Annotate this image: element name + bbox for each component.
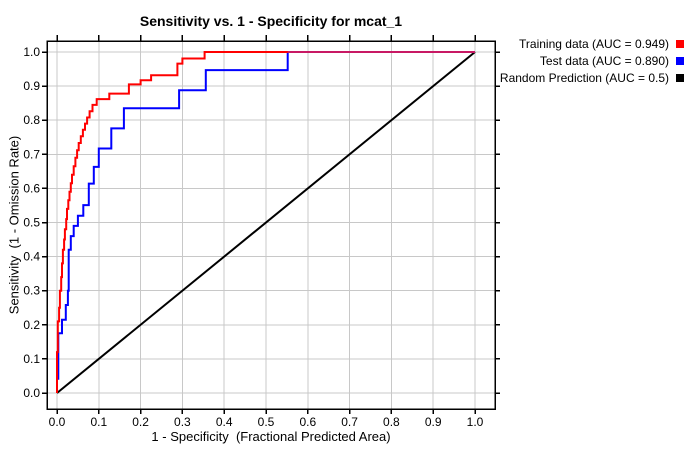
y-tick-label: 0.3 <box>23 284 40 298</box>
test-curve <box>56 51 475 393</box>
x-tick-label: 1.0 <box>467 415 484 429</box>
training-curve <box>56 51 475 393</box>
y-tick-label: 0.4 <box>23 250 40 264</box>
legend-item-training: Training data (AUC = 0.949) <box>500 35 684 52</box>
chart-title: Sensitivity vs. 1 - Specificity for mcat… <box>139 13 403 29</box>
x-tick-label: 0.0 <box>49 415 66 429</box>
legend-label: Test data (AUC = 0.890) <box>539 53 669 68</box>
y-tick-label: 1.0 <box>23 45 40 59</box>
legend-swatch <box>676 73 684 82</box>
y-tick-label: 0.7 <box>23 147 40 161</box>
y-axis-title: Sensitivity (1 - Omission Rate) <box>6 135 22 315</box>
legend-swatch <box>676 56 684 65</box>
x-tick-label: 0.5 <box>258 415 275 429</box>
plot-frame <box>46 40 496 410</box>
legend-label: Random Prediction (AUC = 0.5) <box>499 70 669 85</box>
y-tick-label: 0.9 <box>23 79 40 93</box>
y-tick-label: 0.0 <box>23 386 40 400</box>
random-curve <box>56 51 476 394</box>
y-tick-label: 0.8 <box>23 113 40 127</box>
x-tick-label: 0.1 <box>90 415 107 429</box>
y-tick-label: 0.5 <box>23 216 40 230</box>
legend: Training data (AUC = 0.949) Test data (AU… <box>500 35 684 86</box>
x-tick-label: 0.3 <box>174 415 191 429</box>
x-axis-title: 1 - Specificity (Fractional Predicted Ar… <box>151 429 391 444</box>
x-tick-label: 0.8 <box>383 415 400 429</box>
x-tick-label: 0.4 <box>216 415 233 429</box>
x-tick-label: 0.6 <box>299 415 316 429</box>
x-tick-label: 0.7 <box>341 415 358 429</box>
y-tick-label: 0.1 <box>23 352 40 366</box>
x-tick-label: 0.9 <box>425 415 442 429</box>
legend-swatch <box>676 39 684 48</box>
legend-item-test: Test data (AUC = 0.890) <box>500 52 684 69</box>
y-tick-label: 0.6 <box>23 181 40 195</box>
legend-label: Training data (AUC = 0.949) <box>519 36 669 51</box>
x-tick-label: 0.2 <box>132 415 149 429</box>
y-tick-label: 0.2 <box>23 318 40 332</box>
legend-item-random: Random Prediction (AUC = 0.5) <box>500 69 684 86</box>
